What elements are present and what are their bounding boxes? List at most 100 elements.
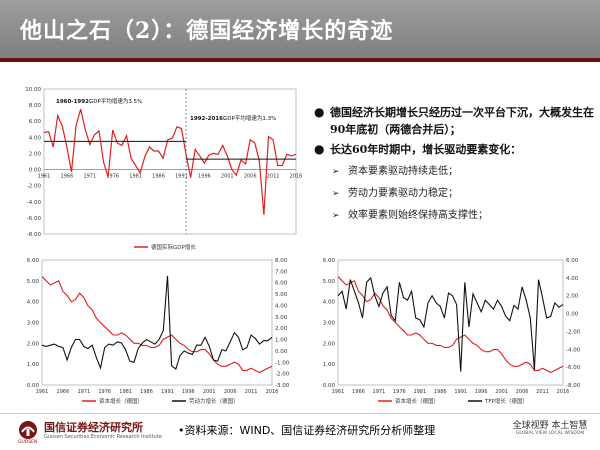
sub-item: ➢ 效率要素则始终保持高支撑性；	[312, 208, 597, 224]
series-line	[337, 276, 564, 372]
arrow-right-icon: ➢	[332, 189, 340, 199]
x-tick-label: 2011	[267, 174, 280, 180]
logo-name-en: Guosen Securities Economic Research Inst…	[44, 434, 162, 440]
legend-label: TFP增长（德国）	[484, 397, 528, 405]
y-left-tick-label: 5.00	[27, 279, 40, 285]
x-tick-label: 1976	[106, 174, 119, 180]
x-tick-label: 2011	[245, 389, 258, 395]
y-tick-label: 2.00	[29, 151, 42, 157]
title-banner: 他山之石（2）：德国经济增长的奇迹	[0, 0, 600, 62]
y-left-tick-label: 0.00	[27, 383, 40, 389]
motto: 全球视野 本土智慧 GLOBAL VIEW LOCAL WISDOM	[505, 418, 595, 436]
x-tick-label: 2016	[290, 174, 303, 180]
annotation-title: 1992-2016：	[190, 116, 228, 122]
x-tick-label: 2006	[516, 389, 529, 395]
y-right-tick-label: 6.00	[275, 281, 288, 287]
footer-divider	[0, 413, 600, 414]
sub-item-text: 劳动力要素驱动力稳定；	[348, 188, 458, 199]
bullet-item: ● 德国经济长期增长只经历过一次平台下沉，大概发生在90年底初（两德合并后）；	[312, 104, 597, 138]
bullet-item: ● 长达60年时期中，增长驱动要素变化：	[312, 141, 597, 158]
y-tick-label: 4.00	[29, 135, 42, 141]
annotation-title: 1960-1992：	[56, 99, 94, 105]
gdp-chart: 10.00 8.00 6.00 4.00 2.00 0.00 -2.00 -4.00 -6.00…	[14, 84, 304, 260]
capital-labor-chart-svg: 6.00 5.00 4.00 3.00 2.00 1.00 0.00 8.00 7.00 6.00…	[27, 258, 290, 405]
plot-frame	[43, 88, 297, 235]
y-right-tick-label: 0.00	[275, 349, 288, 355]
y-right-tick-label: -6.00	[566, 365, 581, 371]
y-right-tick-label: -2.00	[275, 372, 290, 378]
x-tick-label: 1996	[182, 389, 195, 395]
gdp-chart-svg: 10.00 8.00 6.00 4.00 2.00 0.00 -2.00 -4.00 -6.00…	[25, 87, 303, 251]
y-right-tick-label: 5.00	[275, 292, 288, 298]
x-tick-label: 1971	[77, 389, 90, 395]
y-tick-label: -6.00	[27, 216, 42, 222]
x-tick-label: 1961	[332, 389, 345, 395]
x-tick-label: 1961	[36, 389, 49, 395]
x-tick-label: 1961	[38, 174, 51, 180]
bullet-dot-icon: ●	[314, 105, 325, 119]
x-tick-label: 1971	[83, 174, 96, 180]
y-right-tick-label: 2.00	[275, 326, 288, 332]
y-left-tick-label: 1.00	[27, 362, 40, 368]
bullet-list: ● 德国经济长期增长只经历过一次平台下沉，大概发生在90年底初（两德合并后）； …	[312, 104, 597, 224]
legend-label: 德国实际GDP增长	[151, 243, 196, 251]
x-tick-label: 2016	[557, 389, 570, 395]
legend-label: 劳动力增长（德国）	[189, 397, 239, 405]
y-left-tick-label: 2.00	[323, 341, 336, 347]
capital-labor-chart: 6.00 5.00 4.00 3.00 2.00 1.00 0.00 8.00 7.00 6.00…	[12, 253, 302, 411]
logo-name-cn: 国信证券经济研究所	[44, 421, 143, 434]
capital-tfp-chart: 6.00 5.00 4.00 3.00 2.00 1.00 0.00 6.00 4.00 2.00…	[308, 253, 593, 411]
sub-item-text: 效率要素则始终保持高支撑性；	[348, 210, 488, 221]
x-tick-label: 2011	[536, 389, 549, 395]
x-tick-label: 1966	[61, 174, 74, 180]
arrow-right-icon: ➢	[332, 211, 340, 221]
legend-label: 资本增长（德国）	[99, 397, 143, 405]
bullet-text: 长达60年时期中，增长驱动要素变化：	[330, 143, 522, 156]
x-tick-label: 2001	[495, 389, 508, 395]
x-tick-label: 1991	[161, 389, 174, 395]
banner-stripe	[0, 58, 600, 62]
x-tick-label: 1991	[454, 389, 467, 395]
y-right-tick-label: 4.00	[275, 303, 288, 309]
y-right-tick-label: 1.00	[275, 338, 288, 344]
x-tick-label: 1986	[152, 174, 165, 180]
plot-frame	[41, 259, 273, 386]
x-tick-label: 1986	[140, 389, 153, 395]
y-right-tick-label: -8.00	[566, 383, 581, 389]
y-right-tick-label: 3.00	[275, 315, 288, 321]
y-tick-label: -8.00	[27, 232, 42, 238]
y-right-tick-label: -4.00	[566, 347, 581, 353]
x-tick-label: 1986	[434, 389, 447, 395]
logo: 国信证券经济研究所 Guosen Securities Economic Res…	[18, 418, 168, 446]
y-left-tick-label: 3.00	[323, 321, 336, 327]
y-right-tick-label: 8.00	[275, 258, 288, 264]
series-line	[337, 276, 564, 374]
y-left-tick-label: 4.00	[323, 300, 336, 306]
y-right-tick-label: 6.00	[566, 258, 579, 264]
annotation-text: GDP平均增速为3.5%	[89, 97, 142, 105]
bullet-dot-icon: ●	[314, 142, 325, 156]
y-tick-label: 0.00	[29, 168, 42, 174]
x-tick-label: 1981	[129, 174, 142, 180]
y-left-tick-label: 1.00	[323, 362, 336, 368]
plot-frame	[337, 259, 564, 386]
legend-label: 资本增长（德国）	[395, 397, 439, 405]
x-tick-label: 1976	[98, 389, 111, 395]
y-tick-label: -2.00	[27, 184, 42, 190]
x-tick-label: 1981	[413, 389, 426, 395]
y-right-tick-label: 4.00	[566, 276, 579, 282]
logo-abbr: GUOSEN	[18, 440, 38, 445]
y-left-tick-label: 6.00	[27, 258, 40, 264]
annotation-text: GDP平均增速为1.3%	[223, 114, 276, 122]
x-tick-label: 2001	[203, 389, 216, 395]
x-tick-label: 2006	[224, 389, 237, 395]
guosen-logo-icon	[19, 421, 37, 439]
sub-item: ➢ 劳动力要素驱动力稳定；	[312, 186, 597, 202]
y-right-tick-label: -1.00	[275, 360, 290, 366]
capital-tfp-chart-svg: 6.00 5.00 4.00 3.00 2.00 1.00 0.00 6.00 4.00 2.00…	[323, 258, 581, 405]
series-line	[41, 275, 273, 371]
motto-en: GLOBAL VIEW LOCAL WISDOM	[515, 431, 585, 436]
arrow-right-icon: ➢	[332, 167, 340, 177]
y-tick-label: 6.00	[29, 119, 42, 125]
y-right-tick-label: 2.00	[566, 294, 579, 300]
